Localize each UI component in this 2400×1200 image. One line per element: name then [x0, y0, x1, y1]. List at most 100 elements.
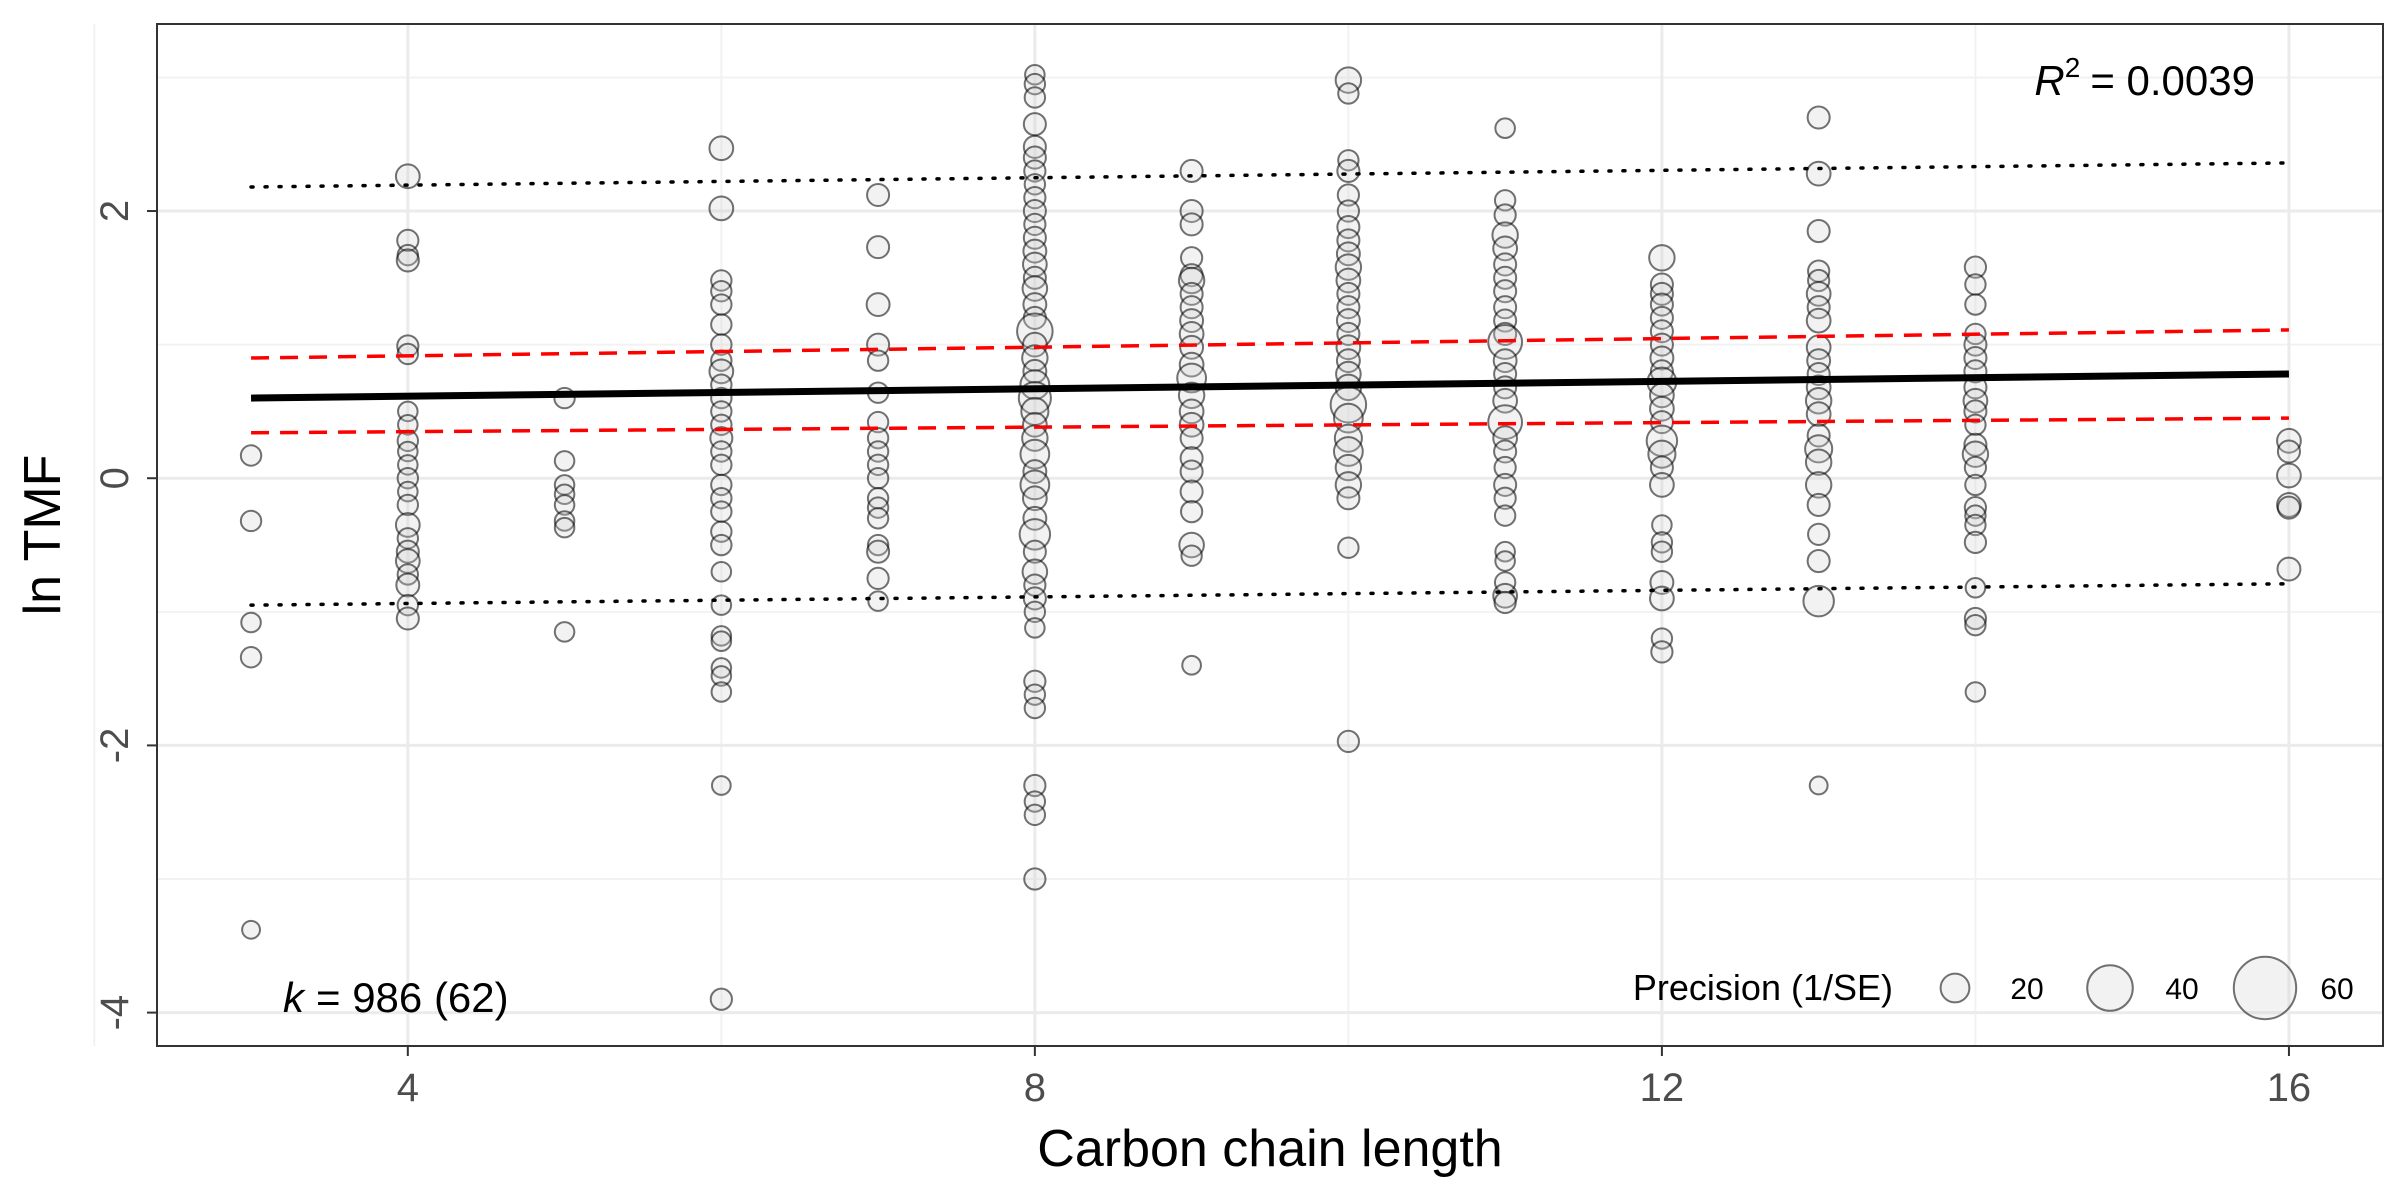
- data-point: [553, 621, 576, 643]
- data-point: [1961, 440, 1990, 468]
- data-point: [1023, 773, 1047, 798]
- data-point: [396, 593, 420, 617]
- data-point: [1336, 183, 1361, 207]
- confidence-interval-upper: [251, 328, 2289, 360]
- data-point: [2276, 556, 2302, 582]
- data-point: [553, 510, 576, 532]
- data-point: [1649, 319, 1674, 344]
- data-point: [1963, 495, 1988, 520]
- data-point: [1333, 423, 1363, 453]
- data-point: [1022, 225, 1047, 250]
- data-point: [1179, 198, 1204, 224]
- data-point: [710, 293, 733, 316]
- data-point: [1019, 469, 1051, 501]
- data-point: [1808, 775, 1829, 796]
- y-tick-label: 0: [93, 467, 137, 489]
- data-point: [1804, 448, 1833, 476]
- plot-panel-border: [156, 23, 2384, 1047]
- legend-key-circle: [2232, 955, 2298, 1021]
- data-point: [395, 248, 420, 273]
- axis-ticks: [147, 210, 2290, 1056]
- data-point: [1649, 345, 1675, 371]
- data-point: [1179, 212, 1204, 237]
- data-point: [710, 533, 733, 557]
- data-point: [394, 163, 421, 190]
- data-point: [867, 590, 889, 612]
- data-point: [710, 681, 733, 703]
- data-point: [1023, 186, 1047, 210]
- data-point: [1805, 160, 1832, 187]
- data-point: [1335, 308, 1361, 334]
- data-point: [1807, 522, 1831, 546]
- data-point: [866, 566, 890, 591]
- data-point: [866, 507, 890, 530]
- k-value: = 986 (62): [316, 974, 509, 1021]
- data-point: [1649, 305, 1674, 330]
- r-squared-annotation: R2 = 0.0039: [2034, 52, 2255, 104]
- data-point: [1179, 158, 1204, 183]
- data-point: [1179, 334, 1205, 360]
- data-point: [708, 195, 735, 222]
- data-point: [710, 594, 733, 616]
- prediction-interval-upper: [249, 161, 2291, 189]
- data-point: [1177, 266, 1206, 295]
- data-point: [1022, 198, 1047, 224]
- data-point: [1649, 455, 1674, 480]
- data-point: [1494, 550, 1516, 572]
- data-point: [1179, 446, 1204, 471]
- data-points: [239, 63, 2302, 1011]
- data-point: [1802, 584, 1835, 618]
- data-point: [1804, 471, 1833, 499]
- data-point: [866, 182, 891, 208]
- data-point: [1963, 530, 1988, 554]
- data-point: [1807, 268, 1831, 293]
- data-point: [1964, 513, 1987, 537]
- data-point: [1178, 351, 1205, 378]
- x-tick-label: 16: [2267, 1066, 2312, 1110]
- data-point: [1963, 455, 1988, 480]
- data-point: [395, 539, 420, 564]
- k-annotation: k = 986 (62): [283, 974, 509, 1021]
- data-point: [866, 467, 890, 490]
- legend-label: 40: [2165, 973, 2198, 1006]
- data-point: [1336, 321, 1361, 346]
- grid-minor: [93, 24, 2383, 1046]
- r2-superscript: 2: [2065, 52, 2081, 83]
- data-point: [1336, 228, 1361, 253]
- data-point: [553, 494, 576, 516]
- data-point: [553, 516, 576, 539]
- data-point: [553, 450, 576, 472]
- confidence-interval-lower: [251, 416, 2289, 435]
- data-point: [2276, 462, 2302, 489]
- data-point: [1180, 544, 1203, 567]
- data-point: [396, 342, 420, 366]
- data-point: [1650, 640, 1674, 664]
- k-symbol: k: [283, 974, 306, 1021]
- data-point: [1337, 536, 1360, 559]
- data-point: [1179, 459, 1204, 484]
- data-point: [1021, 485, 1048, 512]
- data-point: [1181, 654, 1202, 676]
- data-point: [1022, 292, 1048, 318]
- data-point: [1493, 439, 1518, 464]
- data-point: [710, 500, 733, 523]
- legend-title: Precision (1/SE): [1633, 967, 1893, 1008]
- data-point: [1179, 308, 1205, 334]
- data-point: [1964, 293, 1987, 316]
- r2-value: = 0.0039: [2090, 57, 2255, 104]
- data-point: [1493, 472, 1518, 497]
- data-point: [240, 611, 262, 634]
- axis-tick-labels: 4 8 12 16 -4 -2 0 2: [93, 200, 2311, 1110]
- data-point: [1806, 219, 1831, 244]
- data-point: [1023, 600, 1047, 624]
- data-point: [1492, 582, 1519, 609]
- data-point: [710, 453, 733, 477]
- data-point: [1649, 472, 1675, 498]
- data-point: [1022, 145, 1047, 170]
- data-point: [1336, 281, 1361, 306]
- data-point: [1963, 432, 1988, 457]
- data-point: [709, 987, 733, 1011]
- data-point: [1024, 617, 1046, 639]
- data-point: [1491, 221, 1519, 249]
